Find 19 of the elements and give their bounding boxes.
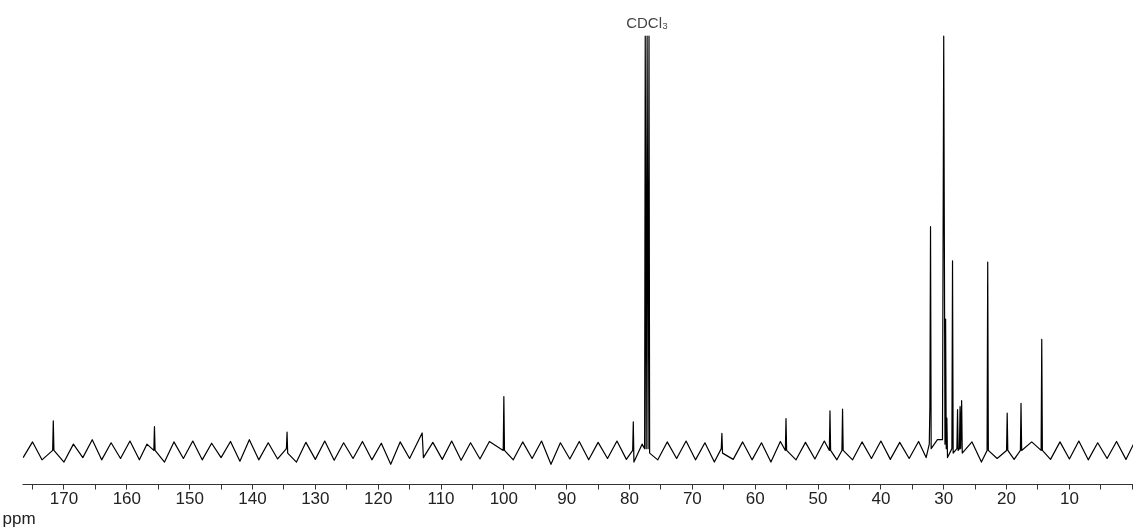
x-tick-label: 120: [363, 488, 393, 508]
x-tick-label: 140: [238, 488, 267, 508]
x-tick-label: 110: [427, 488, 455, 508]
x-axis-title: ppm: [2, 508, 36, 527]
x-tick-label: 10: [1059, 488, 1079, 508]
x-tick-label: 40: [871, 488, 891, 508]
x-tick-label: 150: [175, 488, 204, 508]
x-tick-label: 30: [934, 488, 954, 508]
x-tick-label: 130: [301, 488, 330, 508]
x-tick-label: 160: [112, 488, 142, 508]
x-tick-label: 100: [489, 488, 519, 508]
x-tick-label: 70: [682, 488, 702, 508]
x-tick-label: 50: [808, 488, 828, 508]
x-tick-label: 170: [49, 488, 79, 508]
x-tick-label: 20: [997, 488, 1017, 508]
x-tick-label: 90: [557, 488, 577, 508]
annotation: CDCl₃: [626, 14, 669, 32]
x-tick-label: 80: [620, 488, 639, 508]
x-tick-label: 60: [745, 488, 765, 508]
